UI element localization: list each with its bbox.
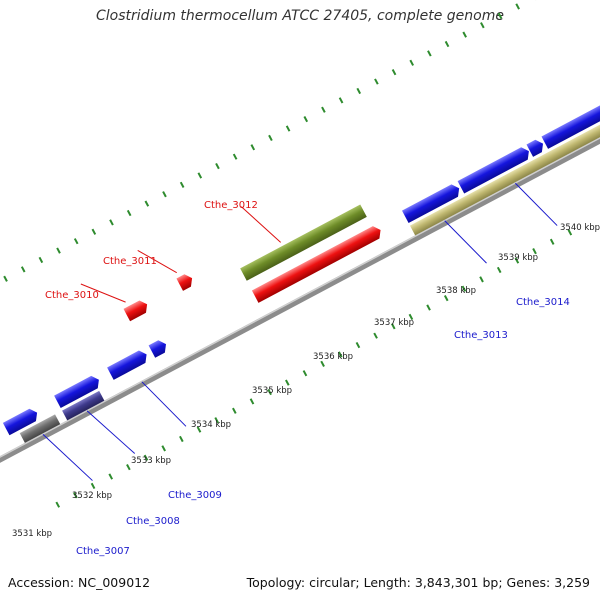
gene-cthe-3009b[interactable] [148, 338, 170, 358]
gene-label-cthe-3011[interactable]: Cthe_3011 [103, 256, 157, 267]
gene-cthe-3013-a[interactable] [401, 182, 462, 224]
topology-summary: Topology: circular; Length: 3,843,301 bp… [246, 575, 590, 590]
gene-cthe-3012-red[interactable] [251, 224, 384, 303]
map-title: Clostridium thermocellum ATCC 27405, com… [96, 8, 504, 24]
gene-khaki-strip[interactable] [409, 103, 600, 236]
gene-slate-strip[interactable] [62, 390, 105, 421]
gene-label-cthe-3009[interactable]: Cthe_3009 [168, 490, 222, 501]
kbp-label: 3538 kbp [436, 286, 476, 296]
kbp-label: 3539 kbp [498, 253, 538, 263]
gene-cthe-3009[interactable] [107, 348, 150, 380]
gene-cthe-3014-a[interactable] [526, 137, 546, 157]
gene-label-cthe-3013[interactable]: Cthe_3013 [454, 330, 508, 341]
gene-cthe-3012[interactable] [240, 204, 367, 281]
kbp-label: 3534 kbp [191, 420, 231, 430]
gene-cthe-3008[interactable] [54, 374, 102, 408]
gene-label-cthe-3007[interactable]: Cthe_3007 [76, 546, 130, 557]
kbp-label: 3531 kbp [12, 529, 52, 539]
lower-leader-lines [42, 182, 558, 481]
gene-cthe-3010[interactable] [123, 298, 151, 322]
kbp-label: 3533 kbp [131, 456, 171, 466]
gene-cthe-3011[interactable] [176, 272, 195, 291]
gene-labels: Cthe_3010 Cthe_3011 Cthe_3012 Cthe_3007 … [45, 200, 570, 557]
genome-strip [0, 0, 600, 508]
inner-tick-track [55, 229, 573, 508]
upper-leader-lines [80, 206, 281, 303]
outer-tick-track [3, 0, 538, 282]
genome-backbone [0, 100, 600, 500]
kbp-label: 3537 kbp [374, 318, 414, 328]
kbp-label: 3532 kbp [72, 491, 112, 501]
kbp-label: 3540 kbp [560, 223, 600, 233]
gene-label-cthe-3014[interactable]: Cthe_3014 [516, 297, 570, 308]
gene-label-cthe-3008[interactable]: Cthe_3008 [126, 516, 180, 527]
gene-cthe-3014-b[interactable] [541, 92, 600, 149]
gene-gray-strip[interactable] [19, 414, 61, 443]
kbp-label: 3535 kbp [252, 386, 292, 396]
gene-label-cthe-3010[interactable]: Cthe_3010 [45, 290, 99, 301]
kbp-label: 3536 kbp [313, 352, 353, 362]
accession-text: Accession: NC_009012 [8, 575, 151, 590]
kbp-labels: 3531 kbp 3532 kbp 3533 kbp 3534 kbp 3535… [12, 223, 600, 539]
gene-cthe-3013-b[interactable] [457, 145, 533, 194]
gene-label-cthe-3012[interactable]: Cthe_3012 [204, 200, 258, 211]
gene-cthe-3007[interactable] [2, 406, 40, 436]
